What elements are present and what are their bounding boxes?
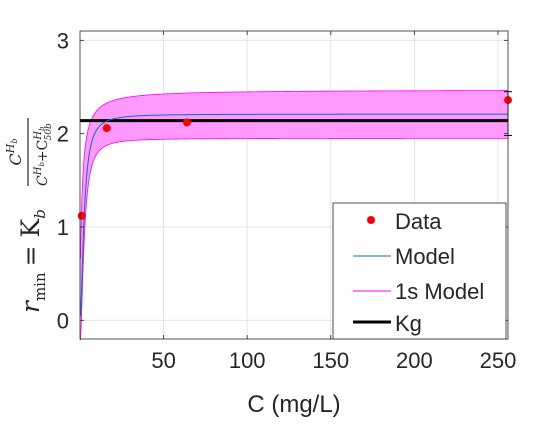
y-tick-label: 2 bbox=[57, 122, 69, 147]
legend-data-marker bbox=[367, 216, 375, 224]
data-point bbox=[77, 211, 86, 220]
legend-kg-label: Kg bbox=[395, 311, 422, 336]
ylabel-r-sub: min bbox=[31, 272, 49, 301]
x-tick-label: 50 bbox=[151, 348, 175, 373]
legend-1s-label: 1s Model bbox=[395, 279, 484, 304]
ylabel-den-c: C bbox=[35, 175, 51, 186]
x-tick-label: 200 bbox=[396, 348, 433, 373]
ylabel-num-c: C bbox=[6, 153, 25, 165]
ylabel-den-plus: +C bbox=[35, 140, 51, 162]
y-axis-ticks: 0 1 2 3 bbox=[57, 28, 508, 333]
ylabel-den-b: b bbox=[38, 162, 46, 167]
ylabel-k-sub: b bbox=[31, 209, 49, 219]
svg-text:rmin= Kb: rmin = Kb bbox=[16, 209, 49, 313]
data-point bbox=[183, 118, 191, 127]
ylabel-eq: = K bbox=[16, 217, 45, 266]
x-tick-label: 150 bbox=[312, 348, 349, 373]
ylabel-den-h: H bbox=[33, 166, 44, 176]
ylabel-den-h2: H bbox=[33, 131, 44, 141]
svg-text:CHb+CHb50b: CHb+CHb50b bbox=[33, 123, 54, 186]
legend-item-kg: Kg bbox=[353, 311, 422, 336]
legend: Data Model 1s Model Kg bbox=[332, 202, 507, 340]
svg-text:CHb: CHb bbox=[4, 139, 25, 166]
legend-data-label: Data bbox=[395, 209, 442, 234]
y-axis-label: rmin= Kb CHb CHb+CHb50b bbox=[4, 118, 54, 313]
legend-box bbox=[332, 202, 507, 340]
ylabel-den-b2: b bbox=[38, 126, 46, 131]
x-axis-ticks: 50 100 150 200 250 bbox=[151, 31, 516, 373]
series-1s-model-upper bbox=[80, 90, 508, 259]
ylabel-num-h: H bbox=[4, 143, 17, 154]
x-tick-label: 250 bbox=[480, 348, 517, 373]
legend-item-1s-model: 1s Model bbox=[353, 279, 484, 304]
y-tick-label: 3 bbox=[57, 28, 69, 53]
ylabel-r: r bbox=[16, 299, 45, 313]
axes-box bbox=[79, 30, 509, 340]
x-tick-label: 100 bbox=[229, 348, 266, 373]
series-1s-model-band bbox=[80, 90, 508, 341]
y-tick-label: 1 bbox=[57, 215, 69, 240]
x-axis-label: C (mg/L) bbox=[247, 391, 340, 418]
series-1s-model-lower bbox=[80, 137, 508, 341]
series-model-line bbox=[80, 113, 508, 316]
data-point bbox=[102, 124, 111, 133]
legend-item-data: Data bbox=[367, 209, 442, 234]
ylabel-num-b: b bbox=[10, 139, 19, 144]
legend-item-model: Model bbox=[353, 244, 455, 269]
ylabel-den-50b: 50b bbox=[44, 123, 54, 140]
y-tick-label: 0 bbox=[57, 308, 69, 333]
legend-model-label: Model bbox=[395, 244, 455, 269]
